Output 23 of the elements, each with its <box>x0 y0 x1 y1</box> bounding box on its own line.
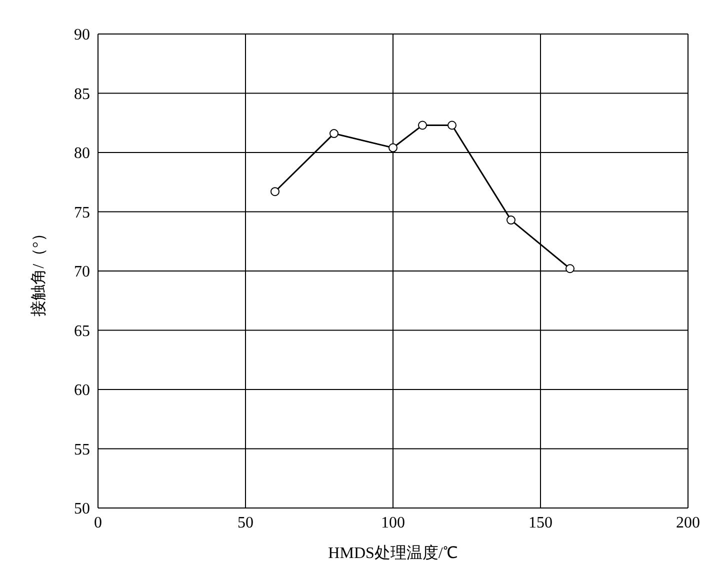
point <box>418 120 427 130</box>
x-axis-title: HMDS处理温度/℃ <box>328 544 458 562</box>
point <box>388 143 398 152</box>
x-tick-label: 50 <box>238 514 254 532</box>
y-tick-label: 55 <box>74 441 90 458</box>
y-tick-label: 70 <box>74 264 90 281</box>
point <box>566 264 574 274</box>
y-tick-label: 65 <box>74 322 90 340</box>
y-tick-label: 85 <box>74 86 90 103</box>
y-axis-title: 接触角/（°） <box>30 226 48 316</box>
y-tick-label: 75 <box>74 204 90 222</box>
x-tick-label: 0 <box>94 514 102 532</box>
x-tick-label: 150 <box>528 514 552 532</box>
x-tick-label: 100 <box>381 514 405 532</box>
point <box>270 187 280 196</box>
point <box>506 216 516 225</box>
x-tick-label: 200 <box>676 514 700 532</box>
point <box>448 120 456 130</box>
point <box>330 129 338 138</box>
y-tick-label: 50 <box>74 500 90 518</box>
y-tick-label: 90 <box>74 26 90 44</box>
y-tick-label: 80 <box>74 145 90 162</box>
y-tick-label: 60 <box>74 382 90 400</box>
